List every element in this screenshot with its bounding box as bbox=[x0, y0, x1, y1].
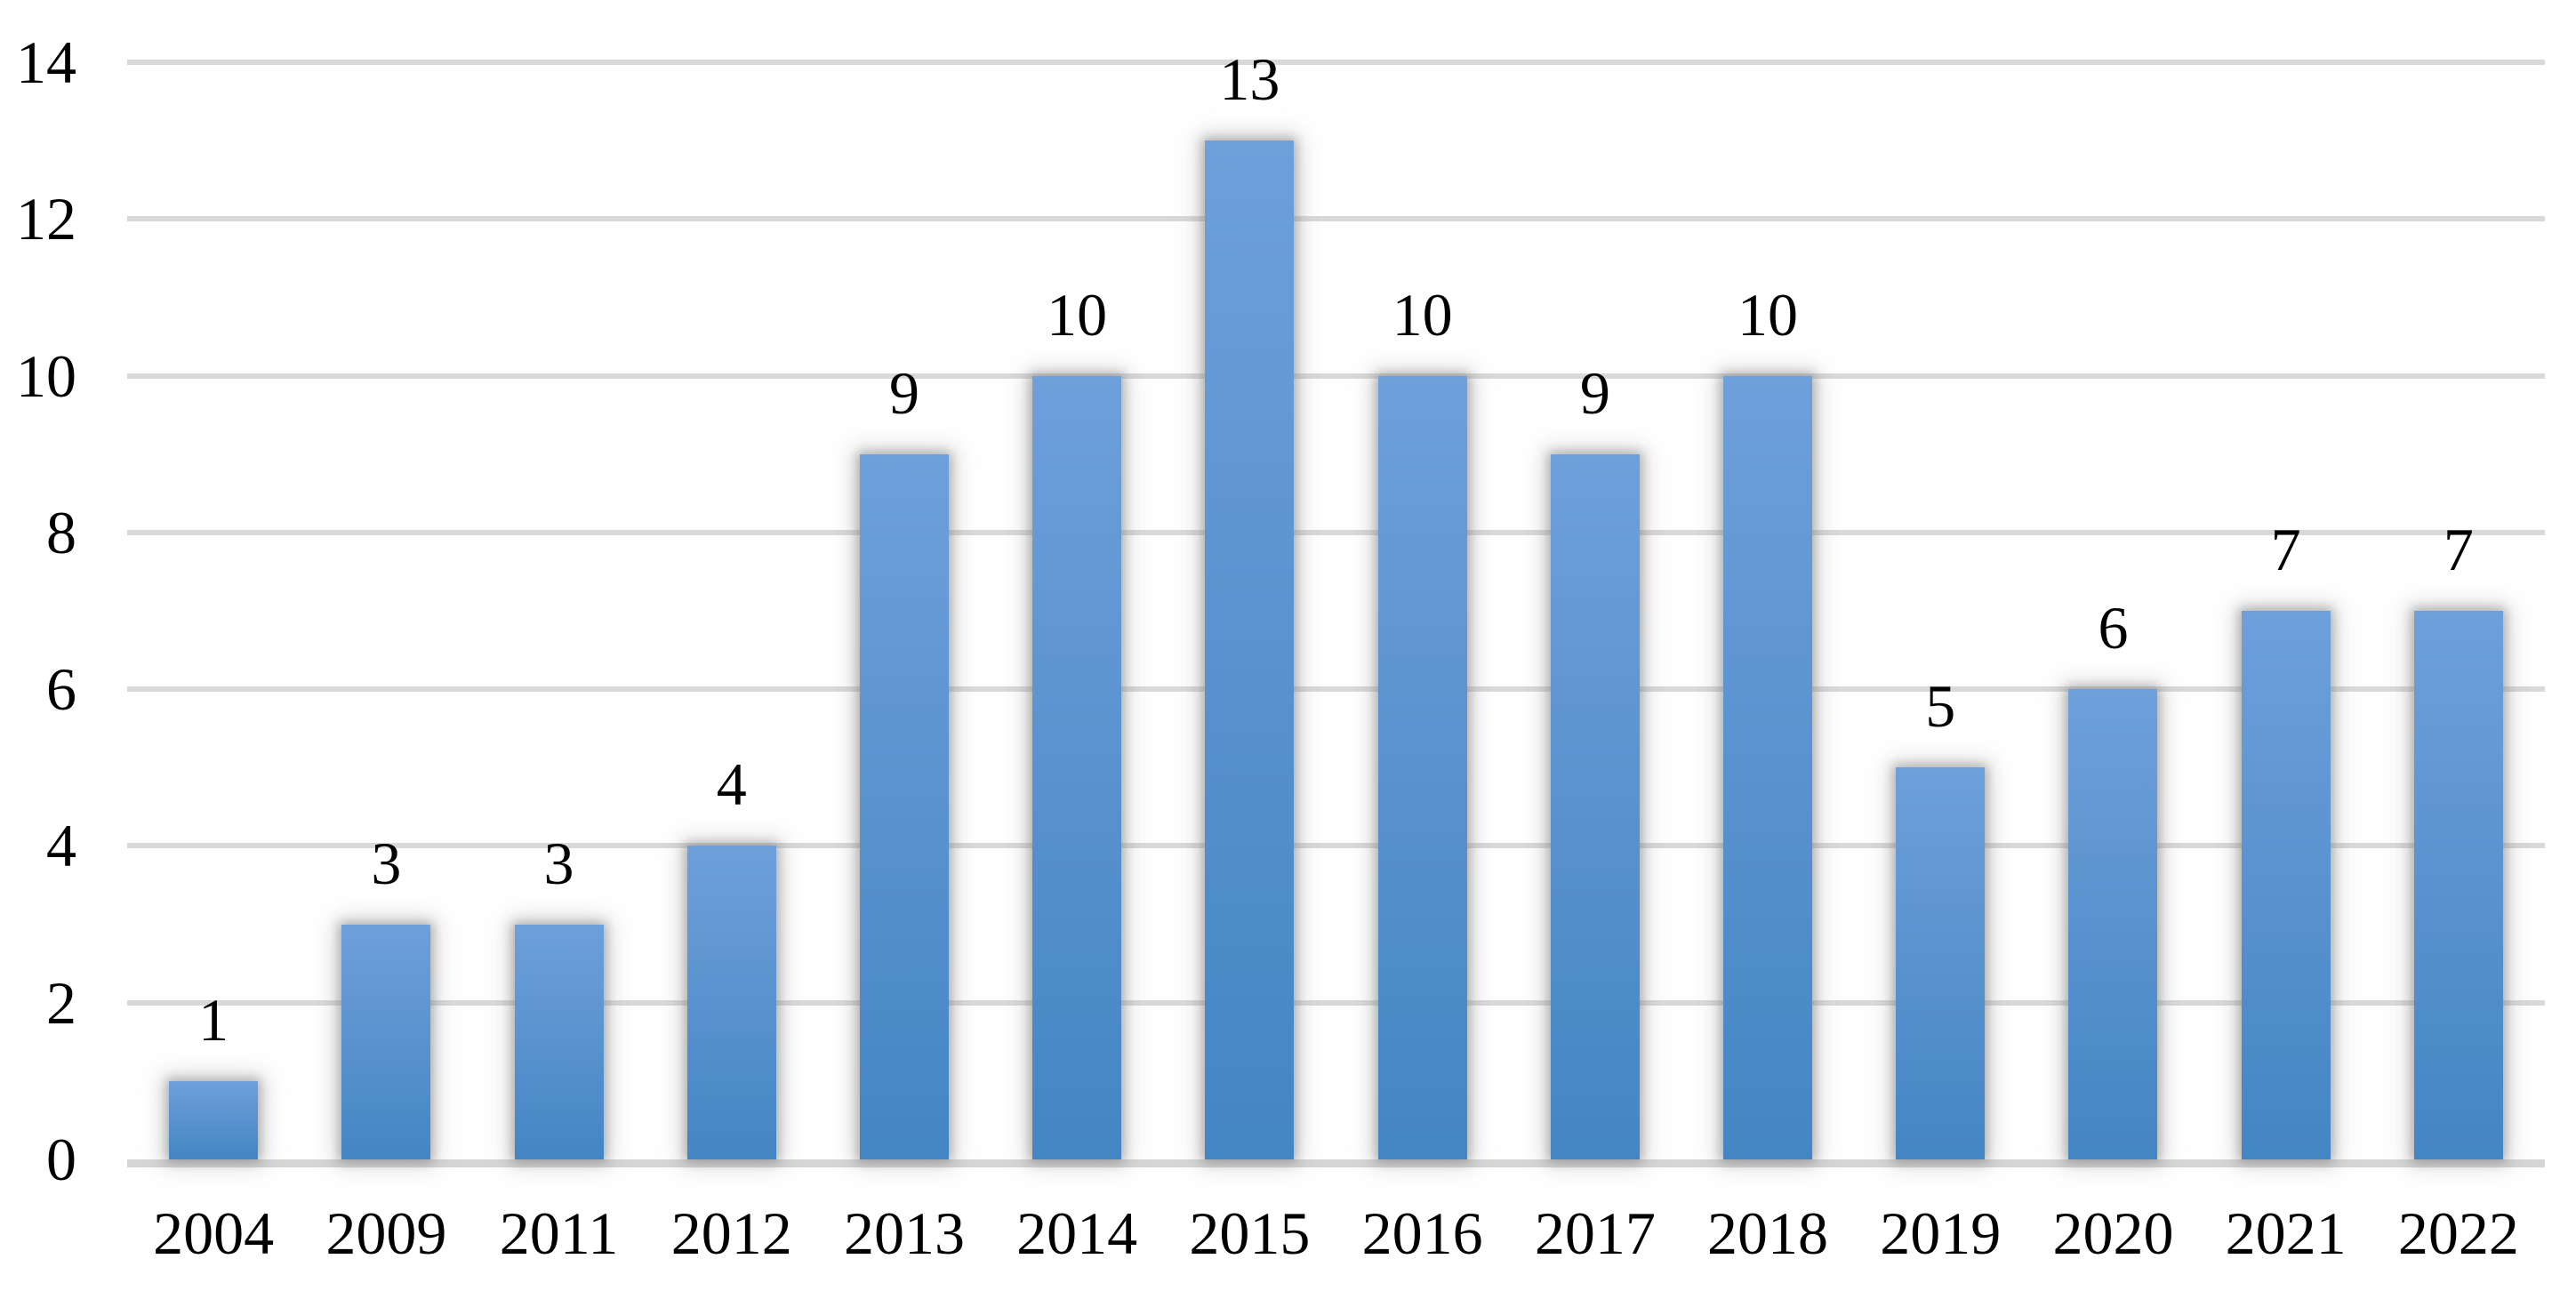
gridline-y14 bbox=[127, 60, 2545, 65]
bar-2016 bbox=[1377, 375, 1467, 1159]
bar-2012 bbox=[686, 846, 776, 1159]
x-axis-tick-label: 2009 bbox=[325, 1199, 447, 1267]
gridline-y8 bbox=[127, 529, 2545, 535]
gridline-y4 bbox=[127, 843, 2545, 849]
x-axis-tick-label: 2020 bbox=[2052, 1199, 2174, 1267]
bar-2022 bbox=[2413, 611, 2503, 1159]
bar-value-label: 9 bbox=[888, 358, 919, 427]
x-axis-tick-label: 2011 bbox=[499, 1199, 619, 1267]
bar-2021 bbox=[2241, 611, 2331, 1159]
x-axis-line bbox=[127, 1159, 2545, 1167]
y-axis-tick-label: 10 bbox=[16, 341, 76, 410]
bar-value-label: 4 bbox=[716, 750, 747, 819]
x-axis-tick-label: 2004 bbox=[153, 1199, 275, 1267]
x-axis-tick-label: 2013 bbox=[843, 1199, 965, 1267]
x-axis-tick-label: 2017 bbox=[1534, 1199, 1656, 1267]
bar-2020 bbox=[2068, 689, 2158, 1159]
bar-value-label: 10 bbox=[1737, 280, 1799, 349]
bar-value-label: 3 bbox=[371, 829, 402, 897]
bar-value-label: 10 bbox=[1392, 280, 1453, 349]
bar-value-label: 7 bbox=[2270, 516, 2301, 583]
bar-2017 bbox=[1550, 453, 1640, 1159]
x-axis-tick-label: 2012 bbox=[670, 1199, 792, 1267]
x-axis-tick-label: 2015 bbox=[1189, 1199, 1311, 1267]
x-axis-tick-label: 2022 bbox=[2397, 1199, 2519, 1267]
y-axis-tick-label: 4 bbox=[46, 812, 76, 880]
y-axis-tick-label: 6 bbox=[46, 655, 76, 724]
bar-2015 bbox=[1205, 140, 1295, 1159]
y-axis-tick-label: 2 bbox=[46, 968, 76, 1037]
bar-value-label: 5 bbox=[1925, 672, 1956, 741]
bar-2014 bbox=[1032, 375, 1122, 1159]
bar-2013 bbox=[859, 453, 949, 1159]
x-axis-tick-label: 2021 bbox=[2225, 1199, 2347, 1267]
bar-2004 bbox=[169, 1080, 259, 1159]
gridline-y10 bbox=[127, 373, 2545, 379]
bar-2011 bbox=[514, 924, 604, 1159]
gridline-y12 bbox=[127, 216, 2545, 222]
gridline-y6 bbox=[127, 686, 2545, 693]
bar-value-label: 1 bbox=[198, 985, 229, 1054]
y-axis-tick-label: 0 bbox=[46, 1126, 76, 1193]
gridline-y2 bbox=[127, 999, 2545, 1006]
bar-2019 bbox=[1896, 767, 1986, 1159]
bar-value-label: 13 bbox=[1219, 45, 1280, 114]
bar-value-label: 9 bbox=[1579, 358, 1610, 427]
x-axis-tick-label: 2019 bbox=[1880, 1199, 2002, 1267]
bar-value-label: 7 bbox=[2443, 516, 2474, 583]
x-axis-tick-label: 2014 bbox=[1016, 1199, 1138, 1267]
bar-value-label: 10 bbox=[1047, 280, 1108, 349]
x-axis-tick-label: 2016 bbox=[1361, 1199, 1483, 1267]
bar-value-label: 6 bbox=[2098, 594, 2129, 662]
y-axis-tick-label: 14 bbox=[16, 28, 76, 96]
y-axis-tick-label: 12 bbox=[16, 185, 76, 253]
bar-2018 bbox=[1723, 375, 1813, 1159]
y-axis-tick-label: 8 bbox=[46, 498, 76, 566]
bar-2009 bbox=[341, 924, 431, 1159]
bar-value-label: 3 bbox=[543, 829, 574, 897]
x-axis-tick-label: 2018 bbox=[1707, 1199, 1829, 1267]
